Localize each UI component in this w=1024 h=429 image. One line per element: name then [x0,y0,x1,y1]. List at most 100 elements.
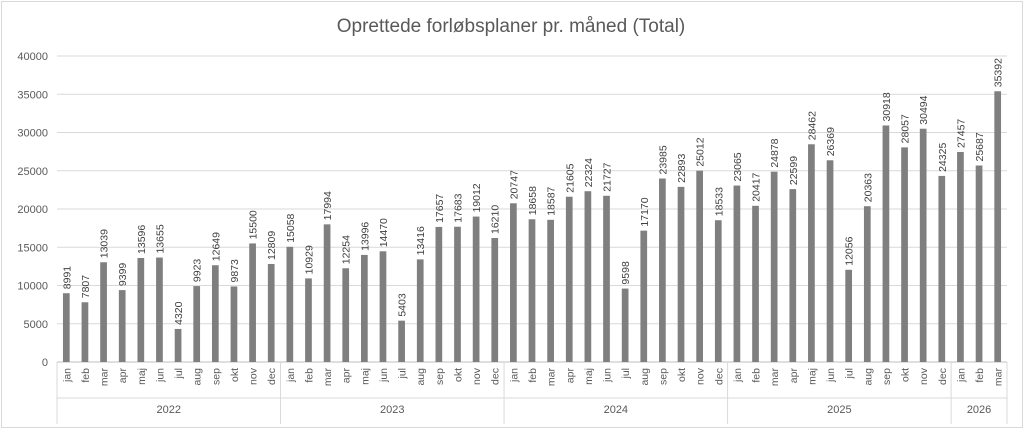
bar [714,220,722,362]
bar [137,257,145,362]
bar [975,165,983,362]
data-label: 23065 [732,152,744,181]
bar [193,286,201,362]
bar [677,186,685,362]
month-tick-label: jul [173,368,185,380]
data-label: 10929 [303,245,315,274]
y-tick-label: 15000 [17,242,48,254]
month-tick-label: jun [602,368,614,383]
data-label: 16210 [490,205,502,234]
bar [491,237,499,362]
year-label: 2023 [380,404,404,416]
month-tick-label: maj [583,368,595,385]
data-label: 22599 [788,156,800,185]
y-tick-label: 35000 [17,89,48,101]
month-tick-label: jan [508,368,520,383]
bar [286,246,294,362]
bar [62,293,70,362]
month-tick-label: jun [825,368,837,383]
month-tick-label: mar [993,368,1005,387]
month-tick-label: okt [900,368,912,382]
data-label: 15500 [248,210,260,239]
data-label: 28462 [806,111,818,140]
bar [621,288,629,362]
bar [361,254,368,362]
month-tick-label: apr [117,368,129,384]
bar [565,196,573,362]
year-label: 2024 [604,404,628,416]
bar [882,125,890,363]
month-tick-label: feb [303,368,315,383]
y-tick-label: 25000 [17,166,48,178]
bar [416,259,424,362]
data-label: 5403 [397,293,409,317]
y-tick-label: 0 [42,357,48,369]
month-tick-label: feb [527,368,539,383]
month-tick-label: mar [769,368,781,387]
month-tick-label: mar [99,368,111,387]
month-tick-label: jan [61,368,73,383]
bar [547,219,554,362]
data-label: 18533 [713,187,725,216]
data-label: 28057 [900,114,912,143]
y-tick-label: 5000 [24,319,48,331]
month-tick-label: dec [937,368,949,385]
data-label: 7807 [80,275,92,299]
month-tick-label: okt [229,368,241,382]
month-tick-label: nov [471,367,483,385]
month-tick-label: jun [154,368,166,383]
chart-title: Oprettede forløbsplaner pr. måned (Total… [336,16,686,37]
year-label: 2026 [967,404,991,416]
bar [584,191,592,362]
month-tick-label: jul [844,368,856,380]
month-tick-label: maj [806,368,818,385]
month-tick-label: feb [751,368,763,383]
bar [696,170,703,362]
data-label: 4320 [173,301,185,325]
month-tick-label: dec [490,368,502,385]
data-label: 17994 [322,191,334,220]
data-label: 30918 [881,92,893,121]
data-label: 18658 [527,186,539,215]
data-label: 14470 [378,218,390,247]
bar [323,224,331,362]
bar [342,268,350,362]
month-tick-label: aug [192,368,204,386]
data-label: 17683 [452,193,464,222]
data-label: 20417 [751,172,763,201]
month-tick-label: mar [322,368,334,387]
month-tick-label: dec [713,368,725,385]
data-label: 9399 [117,263,129,287]
month-tick-label: apr [564,368,576,384]
y-tick-label: 20000 [17,204,48,216]
month-tick-label: sep [881,368,893,385]
bar [770,171,778,362]
bar [230,286,238,362]
month-tick-label: jan [955,368,967,383]
data-label: 13655 [154,224,166,253]
data-label: 20747 [508,170,520,199]
month-tick-label: jun [378,368,390,383]
bar [528,219,536,362]
bar [398,320,405,362]
month-tick-label: jan [285,368,297,383]
month-tick-label: feb [80,368,92,383]
bar [863,206,871,362]
data-label: 17170 [639,197,651,226]
month-tick-label: feb [974,368,986,383]
month-tick-label: dec [266,368,278,385]
bar [845,269,853,362]
bar [640,230,648,362]
bar [994,91,1002,363]
data-label: 9923 [192,259,204,283]
bar [938,175,946,362]
data-label: 20363 [862,173,874,202]
data-label: 13996 [359,222,371,251]
bar [919,128,927,362]
data-label: 12649 [210,232,222,261]
data-label: 24325 [937,143,949,172]
data-label: 23985 [657,145,669,174]
month-tick-label: apr [788,368,800,384]
bar [379,251,387,362]
